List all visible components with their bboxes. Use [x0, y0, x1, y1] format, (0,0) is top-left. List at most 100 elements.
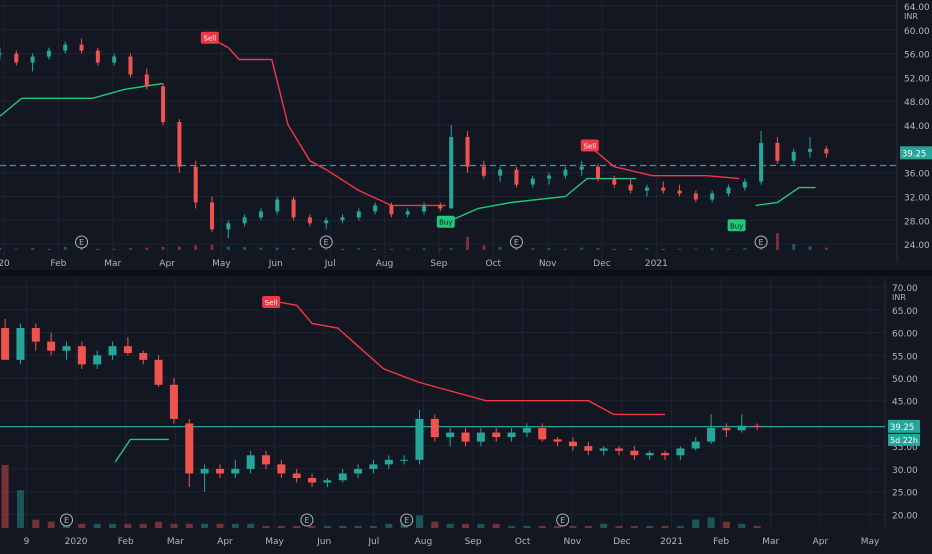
top-last-price-label: 39.25 [902, 149, 926, 159]
top-candle-body [612, 178, 617, 185]
bottom-x-tick-label: Apr [217, 537, 233, 547]
top-volume-bar [292, 248, 296, 250]
top-candle-body [30, 56, 35, 63]
top-earnings-label: E [324, 238, 329, 247]
top-candle-body [210, 202, 215, 230]
panel-separator [0, 270, 932, 276]
bottom-y-tick-label: 65.00 [892, 307, 918, 317]
top-volume-bar [808, 246, 812, 250]
bottom-x-tick-label: 2021 [660, 537, 683, 547]
top-y-tick-label: 36.00 [904, 170, 930, 180]
bottom-volume-bar [477, 523, 485, 528]
top-candle-body [258, 211, 263, 218]
top-candle-body [791, 151, 796, 161]
top-x-tick-label: Jul [324, 259, 336, 269]
top-volume-bar [324, 248, 328, 250]
top-y-tick-label: 24.00 [904, 241, 930, 251]
bottom-candle-body [492, 432, 501, 438]
top-volume-bar [226, 246, 230, 250]
top-x-tick-label: Mar [104, 259, 121, 269]
bottom-stop-line-down [270, 300, 665, 416]
top-candle-body [63, 44, 68, 51]
top-candle-body [307, 217, 312, 224]
bottom-volume-bar [47, 521, 55, 528]
top-volume-bar [743, 248, 747, 250]
bottom-candle-body [645, 453, 654, 456]
bottom-stop-line-up [114, 438, 169, 463]
bottom-volume-bar [676, 525, 684, 528]
bottom-candle-body [338, 473, 347, 481]
top-candle-body [405, 211, 410, 215]
top-volume-bar [596, 248, 600, 250]
top-candle-body [465, 136, 470, 167]
bottom-candle-body [722, 428, 731, 431]
bottom-candle-body [1, 328, 10, 360]
bottom-x-tick-label: Mar [762, 537, 779, 547]
top-candle-body [628, 184, 633, 191]
top-volume-bar [466, 236, 470, 250]
top-volume-bar [678, 248, 682, 250]
bottom-volume-bar [646, 525, 654, 528]
top-volume-bar [482, 245, 486, 250]
bottom-x-tick-label: Apr [813, 537, 829, 547]
top-x-tick-label: Aug [376, 259, 394, 269]
top-volume-bar [145, 247, 149, 250]
bottom-volume-bar [523, 525, 531, 528]
bottom-x-tick-label: Jul [367, 537, 379, 547]
bottom-earnings-marker [556, 513, 570, 527]
top-stop-line-down [211, 38, 446, 207]
bottom-candle-body [584, 446, 593, 451]
top-signal-buy-label: Buy [439, 219, 452, 227]
top-volume-bar [792, 244, 796, 250]
bottom-x-tick-label: May [265, 537, 284, 547]
bottom-earnings-label: E [404, 516, 409, 525]
bottom-last-price-label: 39.25 [890, 423, 914, 433]
top-x-tick-label: Feb [50, 259, 66, 269]
top-x-tick-label: Jun [268, 259, 283, 269]
top-candle-body [596, 166, 600, 179]
bottom-candle-body [446, 432, 455, 438]
top-signal-sell-label: Sell [204, 35, 217, 43]
top-candle-body [79, 44, 84, 51]
bottom-volume-bar [247, 523, 255, 528]
bottom-candle-body [369, 464, 378, 469]
bottom-signal-sell-label: Sell [265, 299, 278, 307]
top-volume-bar [194, 245, 198, 250]
bottom-volume-bar [569, 525, 577, 528]
bottom-candle-body [476, 432, 485, 442]
top-last-price-badge [900, 146, 932, 160]
bottom-candle-body [384, 459, 393, 465]
bottom-candle-body [231, 468, 240, 474]
top-candle-body [824, 148, 829, 154]
top-volume-bar [112, 248, 116, 250]
bottom-candle-body [614, 448, 623, 451]
top-candle-body [644, 187, 649, 191]
bottom-y-tick-label: 70.00 [892, 284, 918, 294]
top-candle-body [710, 193, 715, 200]
top-signal-sell-badge [200, 31, 219, 44]
bottom-x-tick-label: Feb [713, 537, 729, 547]
top-signal-sell-label: Sell [584, 142, 597, 150]
bottom-earnings-marker [400, 513, 414, 527]
top-stop-line-up [450, 177, 637, 221]
bottom-candle-body [169, 384, 178, 419]
bottom-volume-bar [32, 519, 40, 528]
top-volume-bar [340, 248, 344, 250]
bottom-volume-bar [492, 523, 500, 528]
bottom-volume-bar [1, 465, 9, 528]
bottom-y-tick-label: 55.00 [892, 352, 918, 362]
bottom-candle-body [93, 355, 102, 365]
top-candle-body [161, 86, 166, 123]
top-y-tick-label: 44.00 [904, 122, 930, 132]
bottom-candle-body [308, 478, 317, 483]
bottom-earnings-marker [60, 513, 74, 527]
bottom-volume-bar [201, 523, 209, 528]
top-candle-body [422, 205, 427, 212]
bottom-x-tick-label: 2020 [65, 537, 88, 547]
bottom-candle-body [553, 439, 562, 442]
top-earnings-label: E [759, 238, 764, 247]
top-volume-bar [389, 248, 393, 250]
bottom-volume-bar [538, 525, 546, 528]
